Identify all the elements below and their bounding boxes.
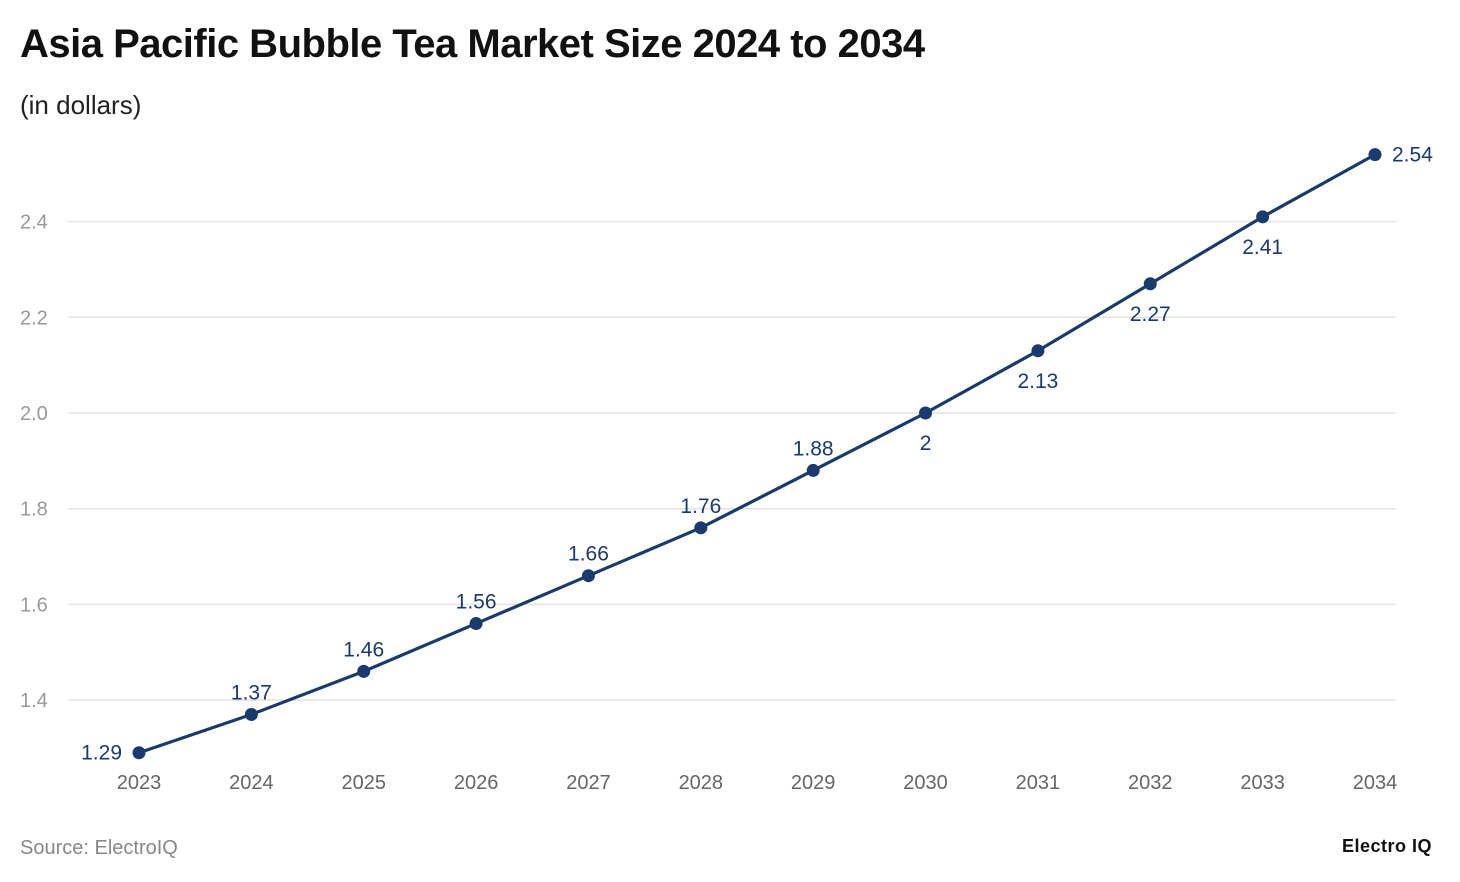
chart-subtitle: (in dollars) xyxy=(20,90,142,120)
x-tick-label: 2029 xyxy=(791,772,836,794)
x-tick-label: 2032 xyxy=(1128,772,1173,794)
data-point xyxy=(1256,210,1270,224)
chart-title: Asia Pacific Bubble Tea Market Size 2024… xyxy=(20,22,925,66)
data-label: 1.66 xyxy=(568,543,609,566)
data-point xyxy=(694,521,708,535)
x-tick-label: 2024 xyxy=(229,772,274,794)
data-label: 1.76 xyxy=(680,495,721,518)
data-label: 1.88 xyxy=(793,437,834,460)
data-label: 2.27 xyxy=(1130,303,1171,326)
y-tick-label: 1.8 xyxy=(20,499,48,521)
y-tick-label: 1.6 xyxy=(20,594,48,616)
y-tick-label: 2.2 xyxy=(20,307,48,329)
series-line xyxy=(138,153,1376,755)
data-label: 1.37 xyxy=(231,681,272,704)
x-tick-label: 2033 xyxy=(1240,772,1285,794)
data-label: 2 xyxy=(920,432,932,455)
y-tick-label: 2.4 xyxy=(20,212,48,234)
data-point xyxy=(244,707,258,721)
data-point xyxy=(469,617,483,631)
data-point xyxy=(1368,148,1382,162)
source-note: Source: ElectroIQ xyxy=(20,837,178,859)
data-point xyxy=(1143,277,1157,291)
x-tick-label: 2034 xyxy=(1353,772,1398,794)
data-point xyxy=(581,569,595,583)
data-point xyxy=(132,746,146,760)
brand-logo: Electro IQ xyxy=(1341,836,1432,856)
x-tick-label: 2025 xyxy=(341,772,386,794)
y-tick-label: 1.4 xyxy=(20,690,48,712)
x-tick-label: 2023 xyxy=(117,772,162,794)
x-tick-label: 2031 xyxy=(1016,772,1061,794)
data-label: 2.54 xyxy=(1392,144,1433,167)
x-tick-label: 2027 xyxy=(566,772,611,794)
data-point xyxy=(357,664,371,678)
data-label: 1.56 xyxy=(456,591,497,614)
data-point xyxy=(919,406,933,420)
data-label: 2.13 xyxy=(1017,370,1058,393)
x-tick-label: 2026 xyxy=(454,772,499,794)
y-tick-label: 2.0 xyxy=(20,403,48,425)
x-tick-label: 2030 xyxy=(903,772,948,794)
data-label: 1.46 xyxy=(343,638,384,661)
data-label: 2.41 xyxy=(1242,236,1283,259)
data-point xyxy=(1031,344,1045,358)
x-tick-label: 2028 xyxy=(679,772,724,794)
data-label: 1.29 xyxy=(81,742,122,765)
data-point xyxy=(806,463,820,477)
